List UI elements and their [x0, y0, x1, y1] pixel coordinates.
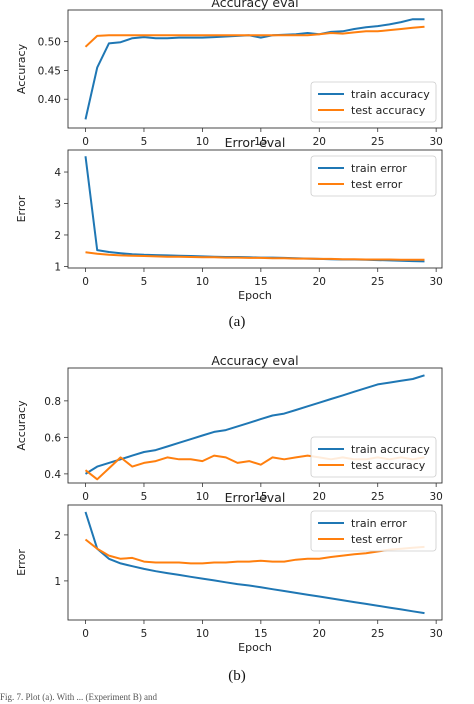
x-tick-label: 10	[196, 136, 209, 148]
x-tick-label: 20	[313, 136, 326, 148]
series-line-train-error	[84, 511, 425, 615]
x-tick-label: 15	[254, 628, 267, 640]
y-axis-label: Accuracy	[15, 400, 28, 451]
x-tick-label: 25	[371, 628, 384, 640]
x-tick-label: 20	[313, 276, 326, 288]
x-tick-label: 10	[196, 491, 209, 503]
legend-entry: test accuracy	[351, 104, 426, 117]
caption-b: (b)	[228, 668, 246, 684]
legend-entry: train accuracy	[351, 443, 430, 456]
x-tick-label: 10	[196, 276, 209, 288]
legend-entry: train error	[351, 162, 407, 175]
legend-entry: train error	[351, 517, 407, 530]
chart-title: Error eval	[225, 490, 286, 505]
x-tick-label: 15	[254, 136, 267, 148]
legend-box	[310, 81, 437, 123]
chart-panel-1: Accuracy eval 0 5 10 15 20 25 30 0.40 0.45 0.50 Acc…	[15, 0, 443, 148]
axes-frame	[67, 504, 443, 621]
chart-panel-4: Error eval 0 5 10 15 20 25 30 1 2 Epoch Error train …	[15, 490, 443, 654]
x-tick-label: 30	[429, 276, 442, 288]
y-tick-label: 3	[54, 198, 61, 210]
y-tick-label: 0.4	[44, 469, 61, 481]
y-tick-label: 0.8	[44, 396, 61, 408]
y-tick-label: 2	[54, 230, 61, 242]
x-tick-label: 0	[82, 628, 89, 640]
x-tick-label: 15	[254, 491, 267, 503]
x-tick-label: 15	[254, 276, 267, 288]
x-tick-label: 0	[82, 491, 89, 503]
series-line-train-accuracy	[84, 18, 425, 120]
legend-box	[310, 510, 437, 552]
figure-caption: Fig. 7. Plot (a). With ... (Experiment B…	[0, 692, 157, 702]
chart-panel-2: Error eval 0 5 10 15 20 25 30 1 2 3 4 Epoch Error trai…	[15, 135, 443, 302]
axes-frame	[67, 367, 443, 484]
x-axis-label: Epoch	[238, 289, 272, 302]
series-line-test-accuracy	[84, 25, 425, 48]
chart-title: Error eval	[225, 135, 286, 150]
legend-box	[310, 155, 437, 197]
y-tick-label: 0.45	[38, 65, 61, 77]
y-tick-label: 0.40	[38, 94, 61, 106]
x-tick-label: 30	[429, 491, 442, 503]
series-line-train-accuracy	[84, 374, 425, 475]
legend-entry: test accuracy	[351, 459, 426, 472]
x-tick-label: 25	[371, 491, 384, 503]
x-tick-label: 5	[141, 491, 148, 503]
x-tick-label: 20	[313, 628, 326, 640]
y-tick-label: 0.50	[38, 37, 61, 49]
x-tick-label: 10	[196, 628, 209, 640]
chart-title: Accuracy eval	[211, 353, 298, 368]
legend-entry: test error	[351, 533, 403, 546]
legend-box	[310, 436, 437, 478]
x-tick-label: 5	[141, 276, 148, 288]
chart-title: Accuracy eval	[211, 0, 298, 10]
x-tick-label: 25	[371, 136, 384, 148]
legend: train error test error	[310, 155, 437, 197]
x-tick-label: 25	[371, 276, 384, 288]
x-tick-label: 20	[313, 491, 326, 503]
legend: train accuracy test accuracy	[310, 81, 437, 123]
x-tick-label: 30	[429, 136, 442, 148]
axes-frame	[67, 9, 443, 129]
series-line-test-error	[85, 251, 425, 261]
legend: train accuracy test accuracy	[310, 436, 437, 478]
y-axis-label: Accuracy	[15, 43, 28, 94]
y-tick-label: 2	[54, 530, 61, 542]
x-tick-label: 5	[141, 136, 148, 148]
y-axis-label: Error	[15, 549, 28, 576]
legend: train error test error	[310, 510, 437, 552]
caption-a: (a)	[228, 314, 246, 330]
y-tick-label: 4	[54, 167, 61, 179]
y-tick-label: 1	[54, 261, 61, 273]
x-tick-label: 30	[429, 628, 442, 640]
y-tick-label: 1	[54, 576, 61, 588]
legend-entry: train accuracy	[351, 88, 430, 101]
y-axis-label: Error	[15, 195, 28, 222]
x-tick-label: 0	[82, 276, 89, 288]
x-tick-label: 5	[141, 628, 148, 640]
series-line-test-error	[84, 538, 425, 565]
chart-panel-3: Accuracy eval 0 5 10 15 20 25 30 0.4 0.6 0.8 Accura…	[15, 353, 443, 503]
y-tick-label: 0.6	[44, 432, 61, 444]
x-axis-label: Epoch	[238, 641, 272, 654]
axes-frame	[67, 149, 443, 269]
legend-entry: test error	[351, 178, 403, 191]
x-tick-label: 0	[82, 136, 89, 148]
